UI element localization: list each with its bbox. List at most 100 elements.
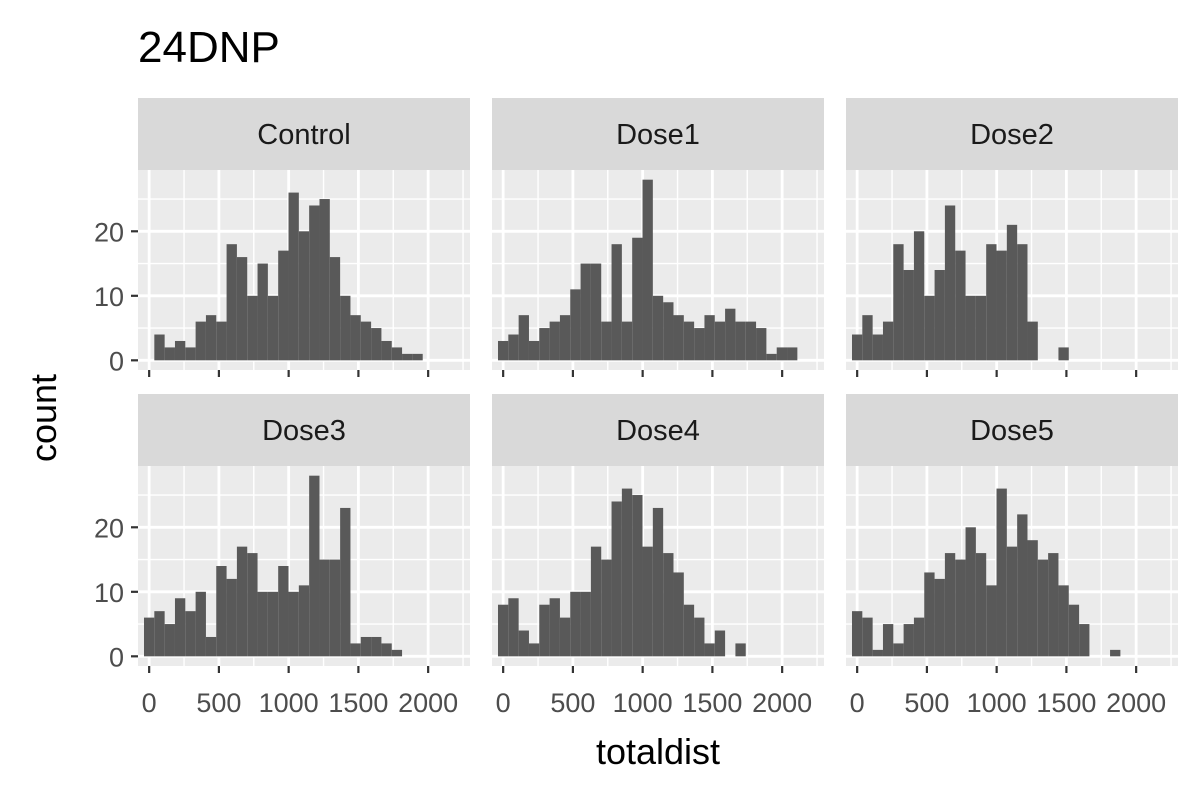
histogram-bar: [329, 257, 341, 361]
x-axis-title: totaldist: [596, 731, 720, 772]
histogram-bar: [539, 604, 550, 657]
x-tick-label: 0: [142, 688, 157, 718]
histogram-bar: [621, 488, 633, 657]
histogram-bar: [559, 315, 571, 361]
histogram-bar: [924, 572, 935, 657]
histogram-bar: [996, 250, 1007, 361]
histogram-bar: [986, 244, 997, 361]
histogram-bar: [319, 559, 330, 657]
histogram-bar: [497, 340, 509, 361]
histogram-bar: [735, 321, 746, 361]
facet-strip-label: Dose1: [616, 119, 700, 151]
histogram-bar: [329, 559, 341, 657]
histogram-bar: [621, 321, 633, 361]
histogram-bar: [143, 617, 155, 657]
histogram-bar: [257, 591, 268, 657]
facet-panels: Control Dose1 Dose2 Dose3 Dose4 Dose5: [138, 98, 1178, 666]
histogram-bar: [236, 546, 248, 657]
histogram-bar: [247, 295, 258, 361]
histogram-bar: [371, 636, 382, 657]
histogram-bar: [704, 315, 715, 361]
y-tick-label: 0: [109, 346, 124, 376]
histogram-bar: [663, 302, 674, 361]
facet-panel-dose5: Dose5: [846, 394, 1178, 666]
histogram-bar: [340, 507, 351, 657]
histogram-bar: [694, 617, 705, 657]
histogram-bar: [862, 315, 873, 361]
histogram-bar: [528, 340, 540, 361]
histogram-bar: [996, 488, 1007, 657]
histogram-bar: [601, 559, 612, 657]
histogram-bar: [205, 636, 217, 657]
facet-panel-dose2: Dose2: [846, 98, 1178, 370]
histogram-bar: [236, 257, 248, 361]
histogram-bar: [309, 205, 320, 361]
x-tick-label: 1500: [1036, 688, 1096, 718]
histogram-bar: [862, 617, 873, 657]
histogram-bar: [590, 546, 602, 657]
facet-strip-label: Dose3: [262, 415, 346, 447]
histogram-bar: [205, 315, 217, 361]
x-tick-label: 500: [196, 688, 241, 718]
histogram-bar: [1048, 553, 1059, 657]
histogram-bar: [559, 617, 571, 657]
x-tick-label: 1000: [613, 688, 673, 718]
histogram-bar: [632, 495, 643, 657]
histogram-bars: [497, 179, 798, 361]
histogram-bar: [986, 585, 997, 657]
histogram-bar: [154, 334, 165, 361]
facet-panel-dose1: Dose1: [492, 98, 824, 370]
histogram-bar: [714, 321, 726, 361]
histogram-bar: [872, 334, 883, 361]
histogram-bar: [381, 643, 392, 657]
histogram-bar: [683, 604, 695, 657]
histogram-bar: [893, 244, 904, 361]
facet-panel-control: Control: [138, 98, 470, 370]
histogram-bar: [1068, 604, 1080, 657]
facet-strip: [492, 394, 824, 466]
histogram-bar: [216, 321, 227, 361]
histogram-bar: [652, 507, 664, 657]
histogram-bar: [1058, 347, 1069, 361]
histogram-bar: [725, 308, 736, 361]
x-tick-label: 2000: [752, 688, 812, 718]
histogram-bar: [518, 630, 529, 657]
histogram-bar: [164, 347, 175, 361]
histogram-bar: [756, 328, 767, 361]
y-tick-label: 20: [94, 513, 124, 543]
histogram-bar: [570, 591, 581, 657]
histogram-bar: [549, 321, 560, 361]
y-axes: 0 10 20 0 10 20: [94, 217, 138, 672]
histogram-bar: [683, 321, 695, 361]
histogram-bar: [371, 328, 382, 361]
histogram-bar: [309, 475, 320, 657]
histogram-bar: [174, 598, 186, 657]
histogram-bar: [185, 347, 196, 361]
histogram-bar: [694, 328, 705, 361]
histogram-bar: [360, 321, 372, 361]
x-tick-label: 0: [496, 688, 511, 718]
histogram-bar: [934, 270, 945, 361]
histogram-bar: [226, 244, 237, 361]
histogram-bar: [174, 340, 186, 361]
histogram-bar: [787, 347, 798, 361]
histogram-bar: [350, 643, 361, 657]
histogram-bar: [518, 315, 529, 361]
histogram-bar: [549, 598, 560, 657]
histogram-bar: [611, 501, 622, 657]
histogram-bar: [851, 611, 863, 657]
histogram-bars: [851, 488, 1121, 657]
histogram-bar: [955, 559, 966, 657]
histogram-bar: [278, 566, 289, 657]
histogram-bar: [391, 649, 403, 657]
histogram-bar: [893, 643, 904, 657]
histogram-bar: [673, 572, 684, 657]
histogram-bar: [570, 289, 581, 361]
x-tick-label: 1500: [328, 688, 388, 718]
x-tick-label: 2000: [398, 688, 458, 718]
histogram-bar: [924, 295, 935, 361]
histogram-bar: [412, 353, 423, 361]
facet-panel-dose4: Dose4: [492, 394, 824, 666]
histogram-bar: [913, 617, 925, 657]
